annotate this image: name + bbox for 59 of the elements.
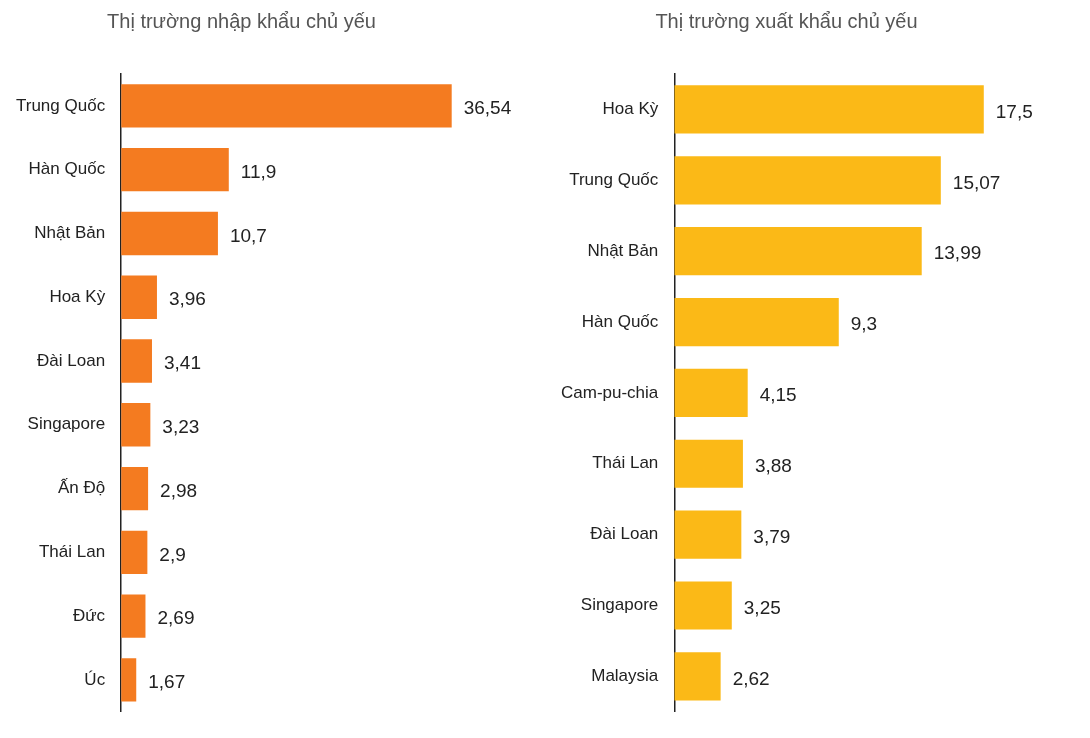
y-tick-label: Malaysia	[591, 666, 659, 686]
data-label: 11,9	[240, 160, 277, 182]
y-tick-label: Úc	[84, 669, 106, 689]
y-tick-label: Thái Lan	[592, 453, 659, 473]
data-label: 3,96	[168, 288, 206, 310]
bar	[674, 85, 984, 134]
data-label: 9,3	[850, 313, 878, 335]
y-tick-label: Nhật Bản	[587, 240, 659, 260]
data-label: 3,41	[163, 352, 201, 374]
chart-title: Thị trường nhập khẩu chủ yếu	[107, 9, 376, 32]
data-label: 10,7	[229, 224, 267, 246]
bar	[121, 530, 148, 575]
y-tick-label: Trung Quốc	[15, 95, 106, 115]
y-tick-label: Nhật Bản	[34, 223, 106, 243]
y-tick-label: Cam-pu-chia	[561, 382, 659, 402]
data-label: 4,15	[759, 384, 797, 406]
bar	[674, 156, 941, 205]
data-label: 1,67	[148, 671, 186, 693]
y-tick-label: Singapore	[27, 414, 106, 434]
data-label: 2,62	[732, 667, 770, 689]
data-label: 3,79	[753, 525, 791, 547]
data-label: 2,69	[157, 607, 195, 629]
bar	[674, 227, 922, 276]
y-tick-label: Trung Quốc	[569, 169, 659, 189]
data-label: 2,98	[160, 479, 198, 501]
bar	[674, 297, 839, 347]
bar	[121, 147, 229, 192]
data-label: 36,54	[463, 97, 512, 119]
y-tick-label: Hoa Kỳ	[49, 286, 106, 306]
y-tick-label: Ấn Độ	[57, 478, 106, 498]
y-tick-label: Đài Loan	[37, 350, 106, 370]
data-label: 3,25	[743, 596, 781, 618]
y-tick-label: Thái Lan	[38, 542, 106, 562]
bar	[121, 658, 137, 702]
bar	[674, 439, 743, 488]
bar	[121, 403, 151, 447]
bar	[121, 84, 452, 128]
bar	[674, 510, 742, 559]
y-tick-label: Hàn Quốc	[581, 311, 659, 331]
bar	[121, 211, 218, 256]
data-label: 13,99	[933, 242, 982, 264]
data-label: 2,9	[159, 543, 186, 565]
bar	[121, 466, 149, 511]
bar	[674, 652, 721, 701]
y-tick-label: Hàn Quốc	[28, 159, 106, 179]
chart-title: Thị trường xuất khẩu chủ yếu	[655, 9, 918, 32]
data-label: 17,5	[995, 100, 1033, 122]
bar	[121, 339, 152, 383]
bar	[674, 581, 732, 630]
y-tick-label: Singapore	[580, 595, 659, 615]
y-tick-label: Đài Loan	[590, 524, 659, 544]
data-label: 3,88	[754, 455, 792, 476]
data-label: 15,07	[952, 171, 1001, 193]
y-tick-label: Đức	[72, 605, 106, 625]
bar	[674, 368, 748, 417]
data-label: 3,23	[162, 416, 200, 438]
bar	[121, 594, 146, 638]
bar	[121, 275, 157, 319]
y-tick-label: Hoa Kỳ	[602, 99, 659, 119]
